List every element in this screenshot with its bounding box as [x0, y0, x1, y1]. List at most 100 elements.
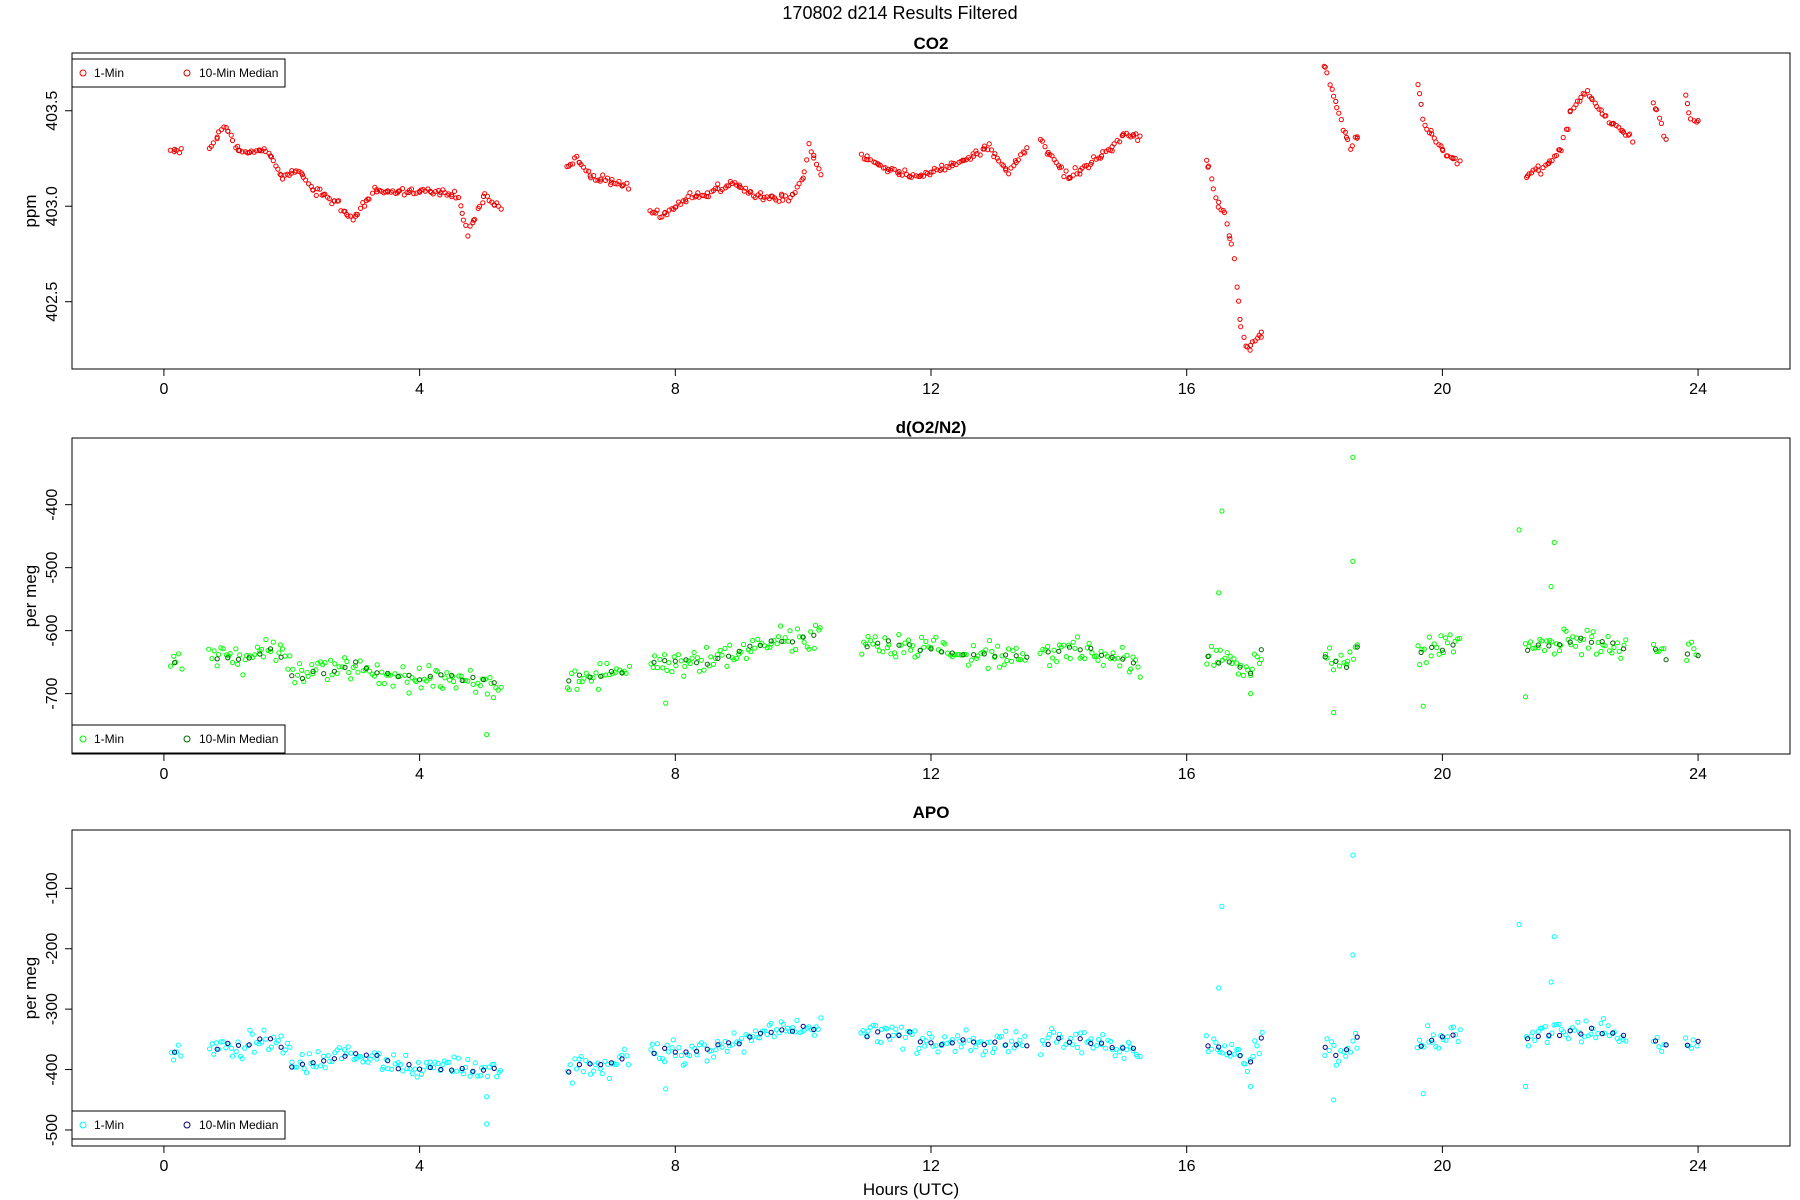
point-median: [225, 1040, 231, 1047]
point-1min: [303, 177, 309, 183]
point-median: [1237, 316, 1243, 322]
point-1min: [1570, 634, 1576, 640]
point-1min: [1331, 709, 1337, 716]
point-1min: [739, 1035, 745, 1042]
point-median: [1695, 653, 1701, 659]
point-1min: [1096, 1036, 1102, 1043]
point-median: [459, 1065, 465, 1072]
point-1min: [1347, 649, 1353, 655]
point-1min: [578, 1054, 584, 1060]
point-1min: [411, 191, 417, 197]
point-1min: [1448, 1025, 1454, 1031]
point-1min: [350, 217, 356, 223]
point-1min: [374, 662, 380, 668]
y-axis-label: per meg: [21, 957, 40, 1019]
point-1min: [1329, 660, 1335, 666]
point-1min: [1236, 298, 1242, 304]
point-1min: [801, 169, 807, 175]
point-1min: [279, 646, 286, 652]
point-1min: [1013, 645, 1019, 651]
point-1min: [1420, 116, 1426, 122]
point-1min: [406, 690, 412, 696]
point-1min: [220, 1039, 226, 1045]
point-1min: [1100, 1032, 1106, 1038]
point-1min: [1018, 152, 1024, 158]
point-1min: [480, 200, 486, 206]
point-median: [1003, 166, 1009, 172]
point-1min: [1227, 236, 1233, 242]
point-1min: [708, 654, 714, 660]
point-1min: [1019, 1042, 1026, 1049]
point-1min: [1137, 133, 1143, 139]
legend-box: [71, 58, 286, 88]
point-1min: [1331, 1042, 1337, 1049]
y-tick-label: -300: [44, 993, 61, 1025]
point-1min: [357, 658, 363, 664]
point-1min: [681, 673, 687, 679]
point-1min: [870, 1022, 876, 1028]
point-median: [885, 166, 892, 172]
point-1min: [1532, 645, 1538, 651]
point-1min: [724, 663, 730, 669]
point-median: [779, 1027, 785, 1033]
point-1min: [347, 213, 354, 219]
point-1min: [1005, 1049, 1011, 1055]
point-median: [342, 208, 348, 214]
point-1min: [1589, 634, 1595, 640]
point-1min: [698, 657, 704, 663]
point-1min: [1130, 654, 1136, 660]
point-1min: [916, 1045, 922, 1052]
point-median: [385, 670, 391, 677]
point-median: [885, 1033, 892, 1039]
point-median: [1045, 1041, 1051, 1048]
point-1min: [701, 192, 707, 199]
point-1min: [891, 166, 897, 172]
point-median: [1429, 131, 1435, 137]
point-1min: [988, 147, 995, 153]
point-1min: [237, 652, 243, 658]
point-median: [310, 187, 316, 193]
point-1min: [1455, 636, 1461, 642]
point-1min: [1433, 1044, 1439, 1050]
point-1min: [345, 1044, 351, 1050]
point-1min: [687, 190, 693, 196]
point-1min: [1117, 663, 1123, 669]
point-1min: [958, 1044, 964, 1050]
point-1min: [1086, 640, 1092, 646]
point-1min: [313, 1064, 319, 1070]
point-1min: [371, 1050, 378, 1056]
point-1min: [233, 1049, 239, 1055]
point-1min: [1050, 655, 1056, 661]
point-median: [1439, 1034, 1446, 1040]
point-median: [331, 198, 337, 204]
point-1min: [719, 652, 725, 658]
point-1min: [374, 187, 380, 193]
legend: 1-Min 10-Min Median: [71, 58, 286, 88]
point-1min: [755, 636, 761, 642]
point-1min: [261, 146, 267, 152]
point-1min: [497, 1068, 504, 1074]
point-1min: [1249, 666, 1255, 672]
point-1min: [1327, 82, 1333, 88]
point-1min: [273, 657, 279, 664]
point-1min: [1334, 105, 1340, 111]
point-1min: [905, 637, 912, 643]
x-tick-label: 16: [1178, 381, 1196, 398]
point-1min: [427, 675, 433, 681]
legend-marker-median: [183, 1121, 191, 1129]
point-median: [267, 153, 274, 159]
point-1min: [583, 1057, 589, 1064]
point-1min: [600, 172, 606, 178]
point-1min: [1095, 657, 1101, 664]
point-1min: [1204, 157, 1210, 163]
point-1min: [1244, 1068, 1251, 1075]
point-1min: [724, 183, 730, 189]
point-1min: [1560, 134, 1566, 141]
x-tick-label: 0: [159, 766, 168, 783]
point-1min: [626, 663, 633, 669]
point-median: [566, 163, 572, 169]
point-1min: [1535, 163, 1541, 169]
point-1min: [867, 157, 874, 163]
point-1min: [313, 192, 319, 199]
point-1min: [1347, 1049, 1354, 1055]
